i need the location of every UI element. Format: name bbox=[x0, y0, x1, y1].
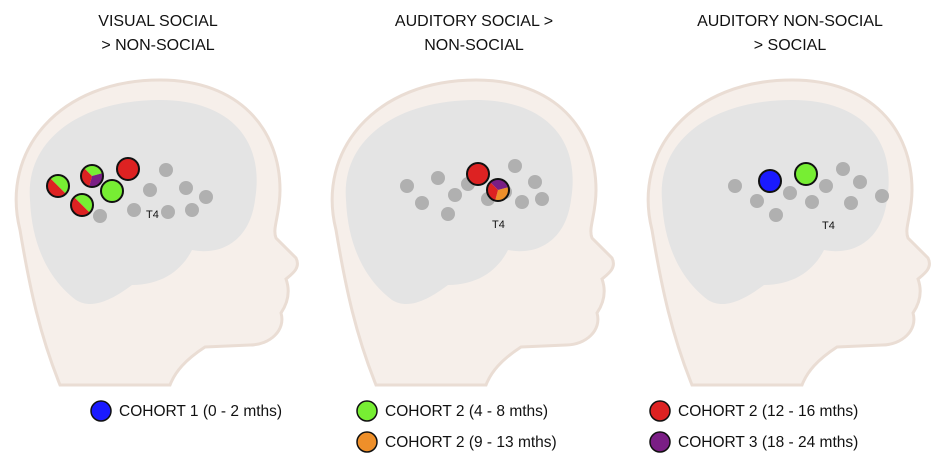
electrode bbox=[179, 181, 193, 195]
cohort-dot-segment bbox=[71, 197, 90, 216]
panel: VISUAL SOCIAL > NON-SOCIAL T4 bbox=[14, 13, 299, 387]
electrode bbox=[853, 175, 867, 189]
panel: AUDITORY NON-SOCIAL > SOCIAL T4 bbox=[646, 13, 931, 387]
brain bbox=[661, 100, 889, 305]
electrode bbox=[448, 188, 462, 202]
legend-swatch bbox=[649, 400, 671, 422]
legend-label: COHORT 2 (4 - 8 mths) bbox=[385, 403, 548, 420]
electrode bbox=[127, 203, 141, 217]
panel-title: > SOCIAL bbox=[754, 37, 827, 54]
head bbox=[330, 78, 615, 387]
electrode bbox=[836, 162, 850, 176]
panel-title: > NON-SOCIAL bbox=[101, 37, 214, 54]
legend-label: COHORT 1 (0 - 2 mths) bbox=[119, 403, 282, 420]
panel: AUDITORY SOCIAL > NON-SOCIAL T4 bbox=[330, 13, 615, 387]
legend-item: COHORT 2 (4 - 8 mths) bbox=[356, 400, 548, 422]
legend-item: COHORT 2 (12 - 16 mths) bbox=[649, 400, 858, 422]
electrode bbox=[400, 179, 414, 193]
legend-label: COHORT 2 (12 - 16 mths) bbox=[678, 403, 858, 420]
electrode bbox=[769, 208, 783, 222]
electrode bbox=[728, 179, 742, 193]
legend-label: COHORT 3 (18 - 24 mths) bbox=[678, 434, 858, 451]
electrode bbox=[528, 175, 542, 189]
panel-title: VISUAL SOCIAL bbox=[98, 13, 218, 30]
cohort-dot-outline bbox=[466, 162, 490, 186]
electrode bbox=[415, 196, 429, 210]
head bbox=[646, 78, 931, 387]
cohort-dot-outline bbox=[46, 174, 70, 198]
brain bbox=[29, 100, 257, 305]
legend-swatch bbox=[356, 400, 378, 422]
electrode bbox=[783, 186, 797, 200]
cohort-dot-outline bbox=[116, 157, 140, 181]
legend-swatch bbox=[90, 400, 112, 422]
electrode bbox=[93, 209, 107, 223]
electrode bbox=[143, 183, 157, 197]
electrode bbox=[844, 196, 858, 210]
electrode bbox=[508, 159, 522, 173]
legend-item: COHORT 1 (0 - 2 mths) bbox=[90, 400, 282, 422]
electrode bbox=[875, 189, 889, 203]
cohort-dot-segment bbox=[50, 175, 69, 194]
electrode-label: T4 bbox=[492, 219, 505, 231]
cohort-dot bbox=[759, 170, 781, 192]
electrode bbox=[199, 190, 213, 204]
legend-swatch bbox=[356, 431, 378, 453]
electrode bbox=[819, 179, 833, 193]
legend-item: COHORT 2 (9 - 13 mths) bbox=[356, 431, 557, 453]
cohort-dot bbox=[467, 163, 489, 185]
electrode bbox=[441, 207, 455, 221]
electrode bbox=[185, 203, 199, 217]
cohort-dot-outline bbox=[794, 162, 818, 186]
cohort-dot-outline bbox=[758, 169, 782, 193]
electrode bbox=[805, 195, 819, 209]
legend-swatch bbox=[649, 431, 671, 453]
electrode bbox=[159, 163, 173, 177]
cohort-dot bbox=[101, 180, 123, 202]
electrode bbox=[431, 171, 445, 185]
cohort-dot-outline bbox=[70, 193, 94, 217]
legend-item: COHORT 3 (18 - 24 mths) bbox=[649, 431, 858, 453]
cohort-dot-outline bbox=[486, 178, 510, 202]
panel-title: AUDITORY NON-SOCIAL bbox=[697, 13, 883, 30]
electrode bbox=[535, 192, 549, 206]
panel-title: AUDITORY SOCIAL > bbox=[395, 13, 553, 30]
cohort-dot bbox=[117, 158, 139, 180]
cohort-dot bbox=[795, 163, 817, 185]
cohort-dot-segment bbox=[47, 178, 66, 197]
brain bbox=[345, 100, 573, 305]
cohort-dot-outline bbox=[100, 179, 124, 203]
legend-label: COHORT 2 (9 - 13 mths) bbox=[385, 434, 557, 451]
cohort-dot-outline bbox=[80, 164, 104, 188]
head bbox=[14, 78, 299, 387]
electrode-label: T4 bbox=[146, 209, 159, 221]
electrode bbox=[515, 195, 529, 209]
panel-title: NON-SOCIAL bbox=[424, 37, 524, 54]
cohort-dot-segment bbox=[74, 194, 93, 213]
electrode-label: T4 bbox=[822, 220, 835, 232]
electrode bbox=[161, 205, 175, 219]
electrode bbox=[750, 194, 764, 208]
